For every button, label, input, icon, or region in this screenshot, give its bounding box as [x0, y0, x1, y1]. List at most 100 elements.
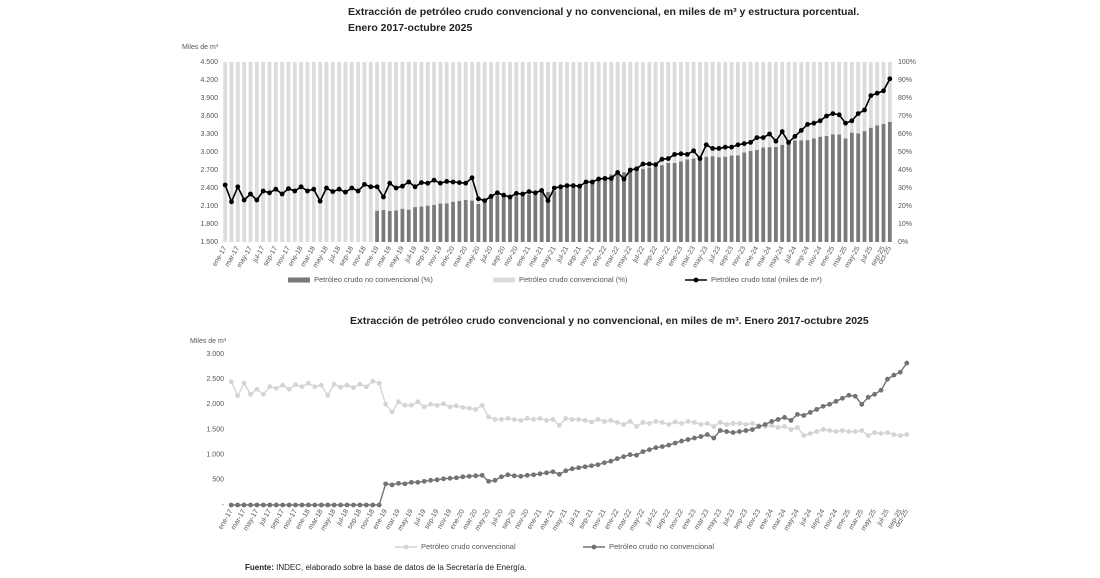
bar	[698, 159, 702, 242]
y2-tick-label: 70%	[898, 113, 912, 120]
point	[488, 194, 494, 199]
point	[254, 197, 260, 203]
point	[298, 184, 304, 190]
bar	[647, 167, 652, 242]
point	[511, 417, 517, 422]
bar	[786, 62, 791, 141]
point	[640, 161, 646, 167]
bar	[292, 62, 297, 242]
point	[855, 111, 861, 116]
point	[466, 405, 472, 411]
y-tick-label: 1.500	[206, 426, 224, 433]
point	[279, 191, 285, 197]
bar	[615, 62, 620, 175]
point	[434, 477, 440, 483]
legend-label: Petróleo crudo convencional (%)	[519, 275, 628, 284]
point	[267, 190, 272, 196]
bar	[881, 123, 886, 242]
point	[679, 438, 684, 444]
point	[840, 428, 845, 433]
point	[779, 129, 785, 135]
point	[351, 502, 356, 508]
point	[501, 192, 507, 198]
point	[374, 184, 380, 190]
point	[389, 409, 395, 415]
bar	[691, 158, 696, 242]
point	[437, 180, 443, 186]
point	[280, 502, 286, 508]
legend-swatch	[288, 277, 310, 283]
bar	[641, 62, 645, 169]
bar	[685, 159, 690, 242]
bar	[666, 62, 671, 163]
bar	[792, 140, 797, 242]
point	[704, 421, 710, 426]
point	[722, 144, 728, 150]
bar	[501, 196, 506, 242]
bar	[432, 62, 436, 205]
point	[830, 111, 836, 116]
y2-tick-label: 100%	[898, 59, 916, 66]
point	[647, 447, 652, 453]
bar	[818, 62, 823, 137]
point	[743, 422, 749, 427]
point	[492, 477, 498, 483]
point	[582, 464, 588, 470]
point	[368, 184, 374, 190]
point	[387, 180, 393, 186]
point	[441, 476, 446, 482]
bar	[615, 174, 620, 242]
bar	[248, 62, 253, 242]
point	[684, 152, 690, 157]
bar	[609, 174, 614, 242]
point	[408, 402, 414, 408]
point	[614, 420, 620, 425]
bar	[660, 62, 664, 166]
point	[602, 176, 608, 181]
bar	[837, 134, 842, 242]
point	[473, 406, 479, 412]
bar	[324, 62, 329, 242]
point	[846, 429, 852, 434]
point	[511, 473, 517, 479]
point	[292, 188, 298, 194]
point	[415, 399, 421, 405]
point	[370, 502, 376, 508]
point	[767, 131, 772, 137]
point	[730, 430, 736, 435]
bar	[679, 161, 683, 242]
point	[887, 76, 893, 82]
point	[434, 402, 440, 408]
point	[760, 135, 766, 141]
point	[222, 182, 228, 188]
legend-label: Petróleo crudo no convencional (%)	[314, 275, 433, 284]
point	[558, 184, 564, 190]
point	[885, 376, 890, 382]
point	[381, 194, 386, 200]
point	[563, 416, 569, 421]
point	[621, 454, 627, 460]
point	[460, 474, 466, 480]
point	[589, 179, 595, 185]
bar	[717, 157, 721, 242]
point	[653, 162, 659, 168]
bar	[343, 62, 348, 242]
bar	[520, 62, 525, 196]
bar	[501, 62, 506, 197]
point	[248, 391, 253, 397]
bar	[482, 201, 487, 242]
bar	[305, 62, 310, 242]
y-tick-label: -	[222, 502, 225, 509]
point	[601, 460, 607, 466]
point	[338, 384, 343, 390]
bar	[856, 133, 861, 242]
point	[402, 402, 408, 408]
point	[336, 186, 342, 192]
bar	[381, 209, 386, 242]
point	[396, 399, 401, 405]
bar	[660, 165, 664, 242]
point	[773, 138, 779, 144]
point	[531, 472, 537, 478]
point	[647, 421, 652, 426]
bar	[425, 62, 430, 206]
